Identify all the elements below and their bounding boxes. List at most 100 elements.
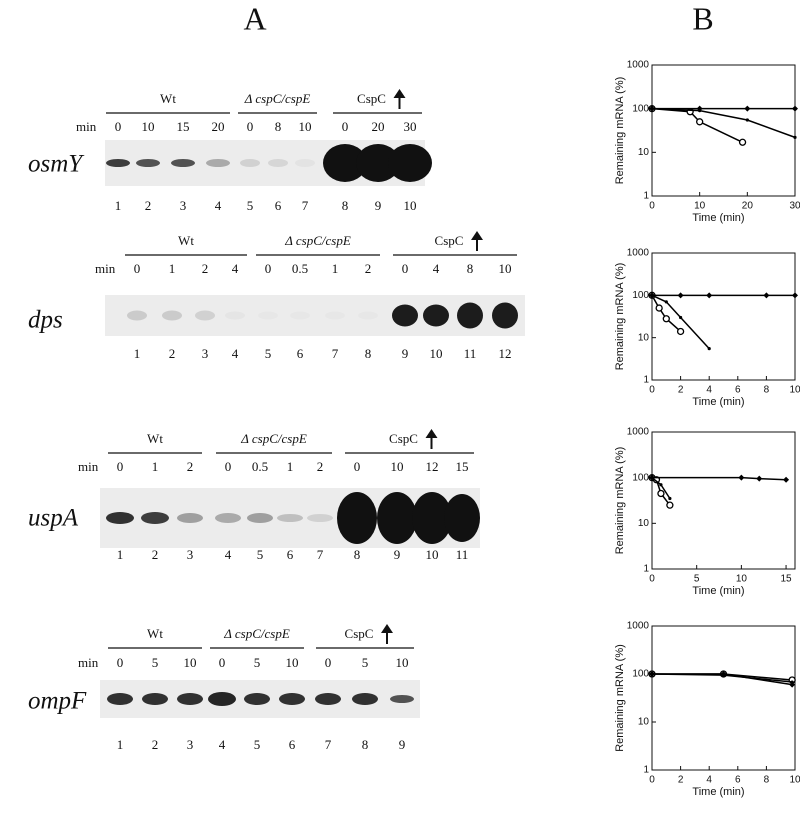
band — [171, 159, 195, 167]
lane-number: 2 — [145, 198, 152, 213]
lane-number: 6 — [297, 346, 304, 361]
point — [792, 105, 798, 112]
lane-number: 9 — [399, 737, 406, 752]
arrow-head — [471, 231, 483, 240]
x-tick-label: 4 — [706, 385, 712, 396]
point — [679, 315, 683, 320]
time-label: 0 — [354, 459, 361, 474]
x-tick-label: 6 — [735, 385, 741, 396]
time-label: 20 — [212, 119, 225, 134]
point — [657, 489, 665, 498]
time-label: 1 — [169, 261, 176, 276]
point — [706, 292, 713, 299]
band — [277, 514, 303, 522]
band — [177, 513, 203, 523]
point — [756, 475, 763, 482]
time-label: 2 — [187, 459, 194, 474]
band — [492, 302, 518, 329]
point — [707, 347, 711, 351]
min-label: min — [78, 655, 99, 670]
y-tick-label: 1000 — [627, 621, 650, 632]
series-line — [651, 107, 743, 143]
group-label: Wt — [147, 431, 163, 446]
gene-label: uspA — [28, 505, 79, 532]
band — [195, 310, 215, 321]
time-label: 0 — [342, 119, 349, 134]
point — [738, 138, 747, 146]
lane-number: 3 — [187, 737, 194, 752]
x-tick-label: 10 — [789, 385, 800, 396]
panel-label: B — [692, 0, 713, 36]
band — [208, 692, 236, 706]
plot-frame — [651, 64, 796, 197]
time-label: 15 — [177, 119, 190, 134]
band — [457, 302, 483, 329]
gene-label: ompF — [28, 688, 87, 715]
lane-number: 4 — [219, 737, 226, 752]
point — [649, 105, 655, 112]
x-tick-label: 2 — [678, 775, 684, 786]
y-tick-label: 100 — [632, 472, 649, 483]
time-label: 0.5 — [292, 261, 308, 276]
group-label: Wt — [160, 91, 176, 106]
time-label: 8 — [467, 261, 474, 276]
x-tick-label: 0 — [649, 201, 655, 212]
band — [295, 159, 315, 167]
band — [206, 159, 230, 167]
time-label: 0 — [265, 261, 272, 276]
lane-number: 11 — [464, 346, 477, 361]
time-label: 8 — [275, 119, 282, 134]
y-tick-label: 10 — [638, 332, 650, 343]
band — [315, 693, 341, 705]
lane-number: 6 — [289, 737, 296, 752]
lane-number: 5 — [265, 346, 272, 361]
min-label: min — [78, 459, 99, 474]
lane-number: 6 — [287, 547, 294, 562]
time-label: 0 — [219, 655, 226, 670]
point — [649, 474, 655, 481]
time-label: 5 — [152, 655, 159, 670]
band — [325, 312, 345, 320]
lane-number: 9 — [375, 198, 382, 213]
band — [258, 312, 278, 320]
lane-number: 5 — [257, 547, 264, 562]
point — [696, 118, 704, 126]
group-label: Δ cspC/cspE — [223, 626, 290, 641]
lane-number: 7 — [317, 547, 324, 562]
time-label: 0 — [247, 119, 254, 134]
time-label: 10 — [184, 655, 197, 670]
y-tick-label: 100 — [632, 290, 649, 301]
min-label: min — [76, 119, 97, 134]
lane-number: 7 — [325, 737, 332, 752]
y-tick-label: 1 — [643, 564, 649, 575]
time-label: 10 — [499, 261, 512, 276]
x-tick-label: 0 — [649, 385, 655, 396]
series-line — [651, 107, 796, 139]
point — [649, 292, 655, 299]
group-label: Δ cspC/cspE — [240, 431, 307, 446]
band — [244, 693, 270, 705]
band — [388, 144, 432, 182]
lane-number: 3 — [180, 198, 187, 213]
point — [676, 327, 685, 336]
x-tick-label: 10 — [736, 574, 748, 585]
time-label: 0 — [325, 655, 332, 670]
x-tick-label: 8 — [764, 775, 770, 786]
lane-number: 4 — [215, 198, 222, 213]
time-label: 0 — [117, 459, 124, 474]
band — [356, 144, 400, 182]
point — [696, 105, 703, 112]
time-label: 2 — [317, 459, 324, 474]
lane-number: 5 — [247, 198, 254, 213]
band — [142, 693, 168, 705]
time-label: 10 — [286, 655, 299, 670]
arrow-head — [425, 429, 438, 438]
point — [666, 501, 674, 509]
point — [792, 292, 798, 299]
point — [668, 496, 672, 501]
lane-number: 4 — [232, 346, 239, 361]
time-label: 10 — [299, 119, 312, 134]
y-tick-label: 1000 — [627, 248, 650, 259]
point — [649, 671, 655, 677]
